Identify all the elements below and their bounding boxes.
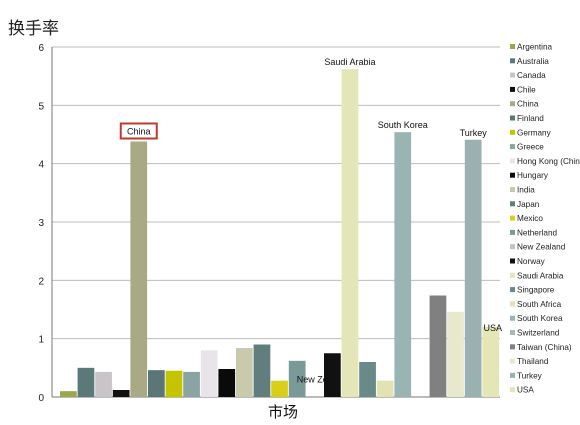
legend-swatch: [510, 129, 515, 135]
bar: [429, 295, 447, 397]
bar-label: USA: [484, 323, 503, 333]
bar: [253, 344, 271, 397]
legend-swatch: [510, 158, 515, 164]
y-tick-label: 6: [38, 43, 44, 54]
bar: [288, 360, 306, 397]
bar: [271, 380, 288, 397]
legend-label: Canada: [517, 71, 546, 80]
bar: [218, 369, 236, 397]
legend-label: Hungary: [517, 171, 549, 180]
legend-label: Switzerland: [517, 329, 560, 338]
bar: [394, 132, 412, 397]
legend-label: Netherland: [517, 228, 558, 237]
legend-swatch: [510, 301, 515, 307]
bar: [165, 370, 183, 397]
bar: [60, 391, 77, 397]
bar: [464, 139, 482, 397]
bar: [130, 141, 148, 397]
bar-label: China: [127, 127, 151, 137]
legend-swatch: [510, 187, 515, 192]
legend-label: Saudi Arabia: [517, 271, 564, 280]
bar: [112, 390, 130, 397]
legend-swatch: [510, 44, 515, 49]
y-tick-label: 1: [38, 335, 44, 346]
legend-swatch: [510, 258, 515, 264]
legend-swatch: [510, 101, 515, 107]
bar-label: New Zea: [297, 374, 333, 384]
legend-label: Singapore: [517, 286, 555, 295]
legend-swatch: [510, 115, 515, 121]
chart-title: 换手率: [8, 19, 59, 39]
bar: [77, 367, 95, 397]
legend-label: Norway: [517, 257, 546, 266]
legend-swatch: [510, 358, 515, 364]
y-tick-label: 2: [38, 276, 44, 287]
bar: [95, 371, 112, 397]
legend-swatch: [510, 215, 515, 221]
y-tick-label: 0: [38, 393, 44, 404]
legend-label: Mexico: [517, 214, 543, 223]
legend-swatch: [510, 330, 515, 335]
legend-label: Taiwan (China): [517, 343, 572, 352]
legend-label: South Korea: [517, 314, 563, 323]
bar: [324, 353, 341, 397]
legend-swatch: [510, 287, 515, 293]
legend-swatch: [510, 387, 515, 393]
legend-swatch: [510, 344, 515, 350]
bar: [447, 311, 464, 397]
legend-label: USA: [517, 386, 534, 395]
legend-label: India: [517, 186, 535, 195]
bar: [359, 362, 376, 397]
legend-label: Finland: [517, 114, 544, 123]
legend-swatch: [510, 372, 515, 378]
y-tick-label: 5: [38, 101, 44, 112]
legend-label: Greece: [517, 143, 544, 152]
legend-label: Germany: [517, 128, 552, 137]
x-axis-label: 市场: [268, 403, 298, 421]
legend-swatch: [510, 72, 515, 78]
bar-label: South Korea: [378, 120, 428, 130]
bar-label: Turkey: [460, 128, 488, 138]
y-tick-label: 4: [38, 160, 44, 171]
bar: [482, 327, 500, 397]
legend-swatch: [510, 272, 515, 278]
bar-label: Saudi Arabia: [324, 57, 375, 67]
legend-swatch: [510, 58, 515, 64]
legend-swatch: [510, 86, 515, 92]
legend-label: Hong Kong (China): [517, 157, 580, 166]
legend-swatch: [510, 229, 515, 235]
highlight-box: [119, 122, 158, 140]
legend-swatch: [510, 315, 515, 321]
legend-label: Australia: [517, 57, 549, 66]
legend-swatch: [510, 244, 515, 250]
y-tick-label: 3: [38, 218, 44, 229]
bar: [148, 370, 165, 397]
legend-label: Chile: [517, 85, 536, 94]
bar: [200, 350, 218, 397]
bar: [236, 348, 253, 397]
legend-label: South Africa: [517, 300, 562, 309]
bar: [376, 380, 394, 397]
legend-label: New Zealand: [517, 243, 566, 252]
bar: [183, 371, 200, 397]
legend-label: Japan: [517, 200, 540, 209]
legend-label: China: [517, 100, 539, 109]
legend-swatch: [510, 144, 515, 150]
bar: [341, 69, 359, 398]
legend-label: Turkey: [517, 371, 543, 380]
legend-label: Argentina: [517, 43, 552, 52]
legend-swatch: [510, 201, 515, 207]
legend-swatch: [510, 172, 515, 178]
legend-label: Thailand: [517, 357, 549, 366]
